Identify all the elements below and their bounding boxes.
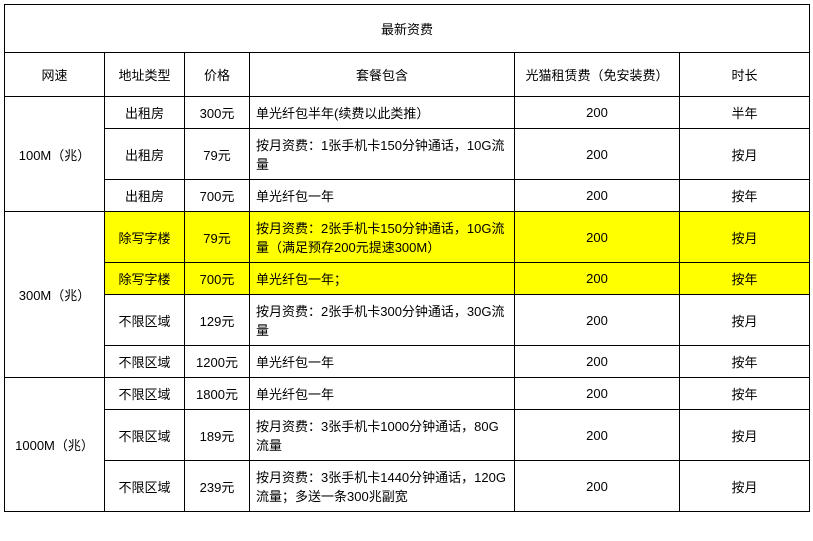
- cell-duration: 半年: [680, 97, 810, 129]
- col-header-duration: 时长: [680, 53, 810, 97]
- cell-type: 出租房: [105, 129, 185, 180]
- table-row: 出租房79元按月资费：1张手机卡150分钟通话，10G流量200按月: [5, 129, 810, 180]
- cell-speed: 1000M（兆）: [5, 378, 105, 512]
- cell-duration: 按月: [680, 212, 810, 263]
- cell-package: 单光纤包一年；: [250, 263, 515, 295]
- cell-duration: 按月: [680, 295, 810, 346]
- cell-rental: 200: [515, 378, 680, 410]
- cell-type: 除写字楼: [105, 263, 185, 295]
- cell-price: 79元: [185, 129, 250, 180]
- cell-rental: 200: [515, 97, 680, 129]
- col-header-package: 套餐包含: [250, 53, 515, 97]
- table-title: 最新资费: [5, 5, 810, 53]
- cell-price: 189元: [185, 410, 250, 461]
- cell-package: 按月资费：1张手机卡150分钟通话，10G流量: [250, 129, 515, 180]
- cell-price: 79元: [185, 212, 250, 263]
- cell-type: 除写字楼: [105, 212, 185, 263]
- pricing-table: 最新资费 网速 地址类型 价格 套餐包含 光猫租赁费（免安装费） 时长 100M…: [4, 4, 810, 512]
- cell-price: 1200元: [185, 346, 250, 378]
- cell-speed: 100M（兆）: [5, 97, 105, 212]
- cell-type: 不限区域: [105, 346, 185, 378]
- cell-price: 129元: [185, 295, 250, 346]
- cell-rental: 200: [515, 180, 680, 212]
- cell-speed: 300M（兆）: [5, 212, 105, 378]
- col-header-type: 地址类型: [105, 53, 185, 97]
- cell-price: 700元: [185, 263, 250, 295]
- cell-type: 出租房: [105, 180, 185, 212]
- cell-type: 不限区域: [105, 410, 185, 461]
- col-header-speed: 网速: [5, 53, 105, 97]
- cell-rental: 200: [515, 295, 680, 346]
- cell-rental: 200: [515, 346, 680, 378]
- table-row: 不限区域1200元单光纤包一年200按年: [5, 346, 810, 378]
- cell-duration: 按月: [680, 410, 810, 461]
- cell-package: 单光纤包一年: [250, 378, 515, 410]
- cell-duration: 按年: [680, 346, 810, 378]
- cell-rental: 200: [515, 461, 680, 512]
- table-row: 除写字楼700元单光纤包一年；200按年: [5, 263, 810, 295]
- cell-duration: 按年: [680, 263, 810, 295]
- cell-package: 单光纤包半年(续费以此类推）: [250, 97, 515, 129]
- cell-price: 700元: [185, 180, 250, 212]
- cell-type: 不限区域: [105, 378, 185, 410]
- cell-duration: 按年: [680, 378, 810, 410]
- cell-rental: 200: [515, 410, 680, 461]
- table-row: 出租房700元单光纤包一年200按年: [5, 180, 810, 212]
- cell-package: 按月资费：3张手机卡1000分钟通话，80G流量: [250, 410, 515, 461]
- cell-package: 按月资费：3张手机卡1440分钟通话，120G流量；多送一条300兆副宽: [250, 461, 515, 512]
- cell-price: 300元: [185, 97, 250, 129]
- table-body: 100M（兆）出租房300元单光纤包半年(续费以此类推）200半年出租房79元按…: [5, 97, 810, 512]
- cell-price: 239元: [185, 461, 250, 512]
- table-row: 1000M（兆）不限区域1800元单光纤包一年200按年: [5, 378, 810, 410]
- cell-price: 1800元: [185, 378, 250, 410]
- cell-package: 按月资费：2张手机卡150分钟通话，10G流量（满足预存200元提速300M）: [250, 212, 515, 263]
- cell-rental: 200: [515, 212, 680, 263]
- table-title-row: 最新资费: [5, 5, 810, 53]
- cell-duration: 按月: [680, 461, 810, 512]
- cell-rental: 200: [515, 263, 680, 295]
- cell-type: 不限区域: [105, 295, 185, 346]
- table-row: 不限区域239元按月资费：3张手机卡1440分钟通话，120G流量；多送一条30…: [5, 461, 810, 512]
- table-row: 300M（兆）除写字楼79元按月资费：2张手机卡150分钟通话，10G流量（满足…: [5, 212, 810, 263]
- table-header-row: 网速 地址类型 价格 套餐包含 光猫租赁费（免安装费） 时长: [5, 53, 810, 97]
- table-row: 100M（兆）出租房300元单光纤包半年(续费以此类推）200半年: [5, 97, 810, 129]
- cell-type: 不限区域: [105, 461, 185, 512]
- table-row: 不限区域129元按月资费：2张手机卡300分钟通话，30G流量200按月: [5, 295, 810, 346]
- cell-package: 单光纤包一年: [250, 346, 515, 378]
- table-row: 不限区域189元按月资费：3张手机卡1000分钟通话，80G流量200按月: [5, 410, 810, 461]
- cell-rental: 200: [515, 129, 680, 180]
- cell-duration: 按月: [680, 129, 810, 180]
- col-header-rental: 光猫租赁费（免安装费）: [515, 53, 680, 97]
- cell-type: 出租房: [105, 97, 185, 129]
- cell-duration: 按年: [680, 180, 810, 212]
- cell-package: 单光纤包一年: [250, 180, 515, 212]
- col-header-price: 价格: [185, 53, 250, 97]
- cell-package: 按月资费：2张手机卡300分钟通话，30G流量: [250, 295, 515, 346]
